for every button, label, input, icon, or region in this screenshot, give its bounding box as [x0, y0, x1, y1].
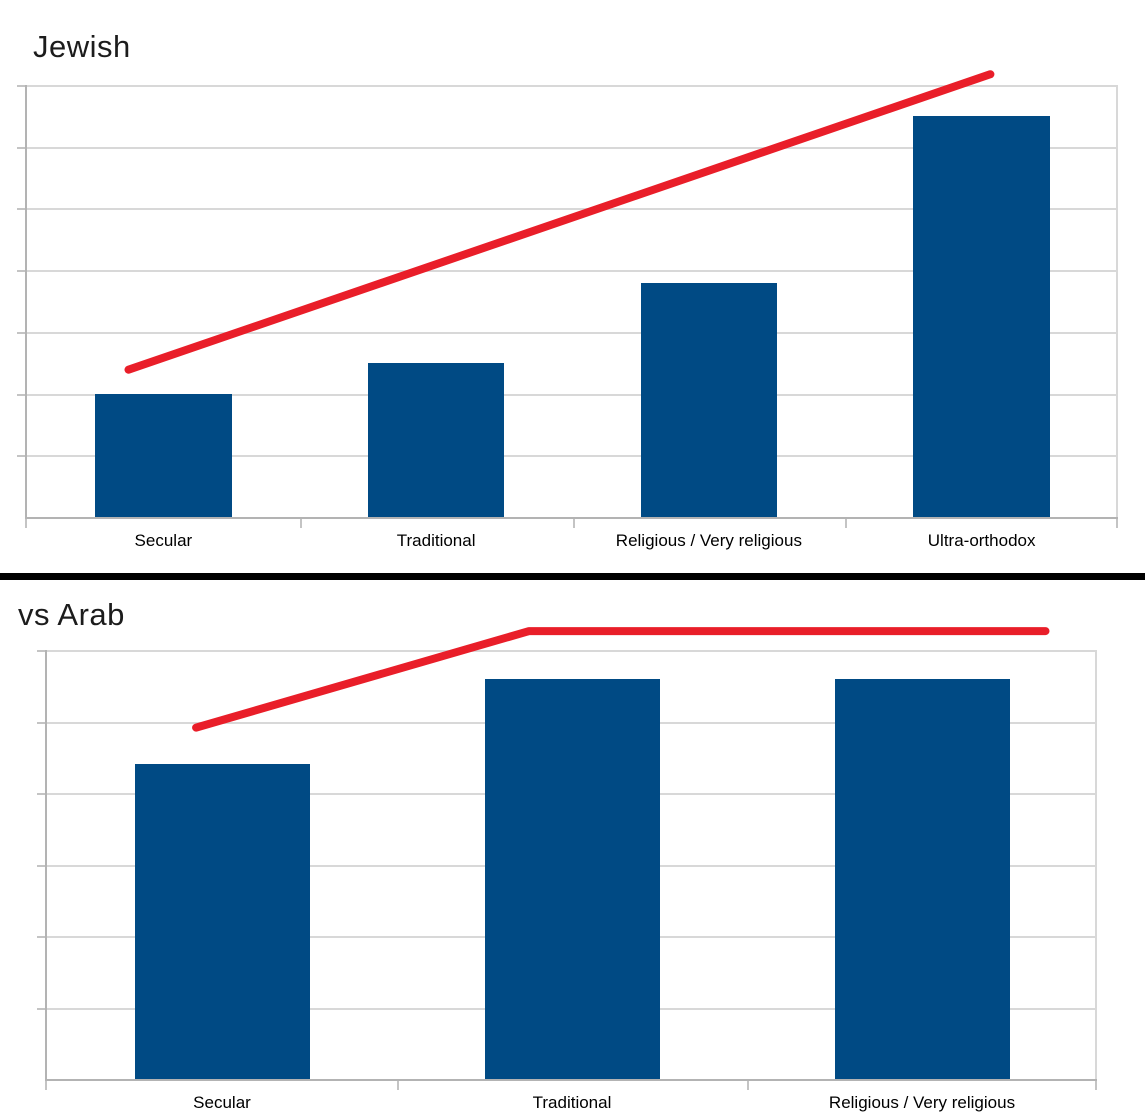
bar-religious-very-religious — [640, 282, 778, 517]
x-axis-label-religious-very-religious: Religious / Very religious — [828, 1093, 1016, 1112]
x-axis-tick — [25, 519, 27, 528]
x-axis-tick — [1095, 1081, 1097, 1090]
gridline — [47, 650, 1097, 652]
y-axis-tick — [17, 270, 25, 273]
y-axis-tick — [37, 793, 45, 795]
x-axis-label-traditional: Traditional — [532, 1093, 612, 1112]
y-axis-tick — [37, 936, 45, 938]
plot-right-border — [1095, 650, 1097, 1079]
bar-traditional — [367, 362, 505, 517]
x-axis-label-traditional: Traditional — [396, 531, 476, 550]
x-axis-label-secular: Secular — [193, 1093, 251, 1112]
y-axis-tick — [17, 331, 25, 334]
bar-secular — [95, 393, 232, 517]
y-axis-tick — [17, 208, 25, 211]
y-axis-tick — [17, 85, 25, 87]
y-axis-tick — [17, 393, 25, 396]
jewish-chart-title: Jewish — [33, 29, 131, 64]
x-axis-label-religious-very-religious: Religious / Very religious — [615, 531, 802, 550]
gridline — [27, 455, 1118, 458]
jewish-plot-area: Secular Traditional Religious / Very relig… — [17, 70, 1118, 550]
x-axis-tick — [397, 1081, 399, 1090]
arab-plot-area: Secular Traditional Religious / Very relig… — [37, 627, 1097, 1112]
arab-chart-title: vs Arab — [18, 597, 125, 632]
gridline — [27, 393, 1118, 396]
section-divider — [0, 573, 1145, 580]
y-axis-tick — [37, 721, 45, 724]
x-axis-tick — [845, 519, 848, 528]
y-axis-tick — [37, 650, 45, 652]
gridline — [27, 85, 1118, 87]
x-axis-label-ultra-orthodox: Ultra-orthodox — [927, 531, 1036, 550]
y-axis-tick — [17, 455, 25, 458]
bar-religious-very-religious — [834, 678, 1010, 1079]
x-axis-tick — [299, 519, 302, 528]
bar-ultra-orthodox — [913, 115, 1050, 517]
y-axis-tick — [17, 146, 25, 149]
y-axis-tick — [37, 1007, 45, 1010]
x-axis-tick — [572, 519, 575, 528]
bar-secular — [134, 764, 310, 1079]
x-axis-tick — [45, 1081, 47, 1090]
x-axis-tick — [747, 1081, 749, 1090]
x-axis-label-secular: Secular — [134, 531, 193, 550]
x-axis-tick — [1116, 519, 1118, 528]
y-axis-tick — [37, 864, 45, 867]
bar-traditional — [484, 678, 660, 1079]
plot-right-border — [1116, 85, 1118, 517]
